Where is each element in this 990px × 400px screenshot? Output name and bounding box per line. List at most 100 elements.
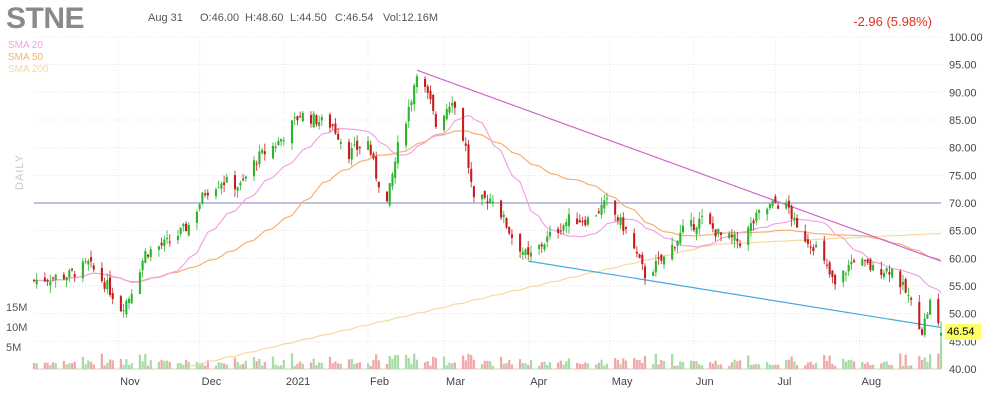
x-tick-label: May (612, 376, 633, 388)
sma200-line (188, 232, 942, 367)
volume-bar (795, 365, 799, 369)
volume-bar (828, 355, 831, 369)
volume-bar (613, 358, 617, 369)
candle-body (258, 151, 261, 165)
volume-bar (451, 363, 454, 369)
candle-body (206, 192, 209, 196)
volume-bar (581, 364, 584, 369)
candle-body (274, 146, 277, 149)
candle-body (244, 176, 247, 179)
candle-body (929, 300, 932, 315)
candle-body (318, 121, 321, 126)
candle-body (369, 144, 372, 155)
volume-bar (888, 364, 891, 369)
volume-bar (880, 363, 883, 369)
volume-tick-10m: 10M (6, 322, 28, 334)
volume-bar (146, 365, 150, 369)
volume-bar (184, 359, 188, 369)
ohlc-high: H:48.60 (245, 12, 284, 24)
volume-bar (565, 361, 568, 369)
y-tick-label: 65.00 (949, 226, 977, 238)
volume-bar (356, 363, 359, 369)
candle-body (271, 145, 275, 159)
volume-bar (470, 355, 473, 369)
candle-body (766, 208, 769, 215)
volume-bar (638, 360, 641, 369)
trendlines[interactable] (416, 69, 942, 329)
volume-bar (160, 359, 163, 369)
volume-bar (157, 361, 161, 369)
sma50-legend[interactable]: SMA 50 (8, 52, 44, 63)
candle-body (635, 251, 638, 254)
volume-bar (578, 363, 581, 369)
volume-bar (483, 360, 486, 369)
volume-bar (445, 365, 448, 369)
volume-bar (309, 362, 313, 369)
candle-body (239, 182, 242, 186)
volume-bar (823, 355, 826, 369)
candle-body (375, 156, 378, 179)
volume-bar (719, 364, 723, 369)
candle-body (790, 206, 793, 219)
volume-bar (271, 356, 275, 369)
volume-bar (372, 359, 375, 369)
sma200-legend[interactable]: SMA 200 (8, 64, 49, 75)
candle-body (312, 113, 315, 128)
volume-bar (415, 359, 419, 369)
volume-bar (861, 362, 864, 369)
candle-body (182, 223, 185, 227)
candle-body (470, 168, 473, 182)
candle-body (907, 295, 910, 297)
candle-body (747, 227, 750, 245)
candle-body (527, 247, 530, 255)
volume-bar (119, 359, 123, 369)
candle-body (671, 244, 674, 260)
candle-body (815, 244, 818, 248)
candle-body (128, 298, 131, 304)
volume-bar (366, 363, 370, 369)
volume-bar (141, 361, 144, 369)
ohlc-volume: Vol:12.16M (383, 12, 439, 24)
candle-body (923, 318, 926, 336)
volume-bar (543, 361, 546, 369)
candle-body (236, 187, 239, 191)
candle-body (616, 217, 619, 221)
volume-bar (168, 361, 171, 369)
candle-body (46, 279, 49, 282)
candle-body (698, 218, 701, 229)
candle-body (464, 143, 467, 146)
candle-body (179, 227, 182, 234)
volume-bar (920, 359, 924, 369)
volume-bar (51, 362, 55, 369)
candle-body (638, 254, 641, 258)
volume-bar (260, 365, 264, 369)
volume-bar (757, 364, 761, 369)
volume-bar (787, 359, 791, 369)
volume-bar (844, 361, 848, 369)
candle-body (872, 264, 875, 271)
volume-bar (138, 354, 142, 369)
candle-body (296, 116, 299, 121)
candle-body (662, 256, 666, 265)
candle-body (505, 218, 508, 228)
candle-body (899, 271, 902, 288)
volume-bar (774, 364, 777, 369)
candle-body (89, 257, 93, 262)
candle-body (451, 102, 454, 106)
candle-body (508, 226, 511, 234)
volume-bar (537, 365, 541, 369)
candle-body (863, 259, 867, 261)
volume-bar (35, 363, 38, 369)
candle-body (937, 298, 940, 324)
volume-bar (32, 363, 36, 369)
sma20-legend[interactable]: SMA 20 (8, 40, 44, 51)
candle-body (54, 274, 57, 281)
volume-bar (738, 360, 742, 369)
candle-body (334, 123, 337, 134)
volume-bar (220, 362, 223, 369)
candle-body (404, 123, 408, 146)
candle-body (168, 241, 171, 243)
volume-bar (358, 362, 362, 369)
candle-body (195, 211, 198, 223)
volume-bar (652, 364, 655, 369)
